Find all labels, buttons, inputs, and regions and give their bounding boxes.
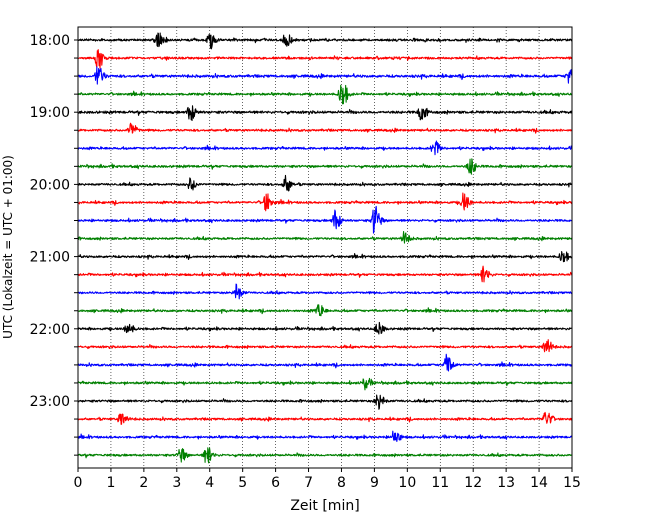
y-tick-label: 18:00 — [30, 33, 70, 49]
trace-row-15 — [77, 304, 573, 317]
x-tick-label: 11 — [431, 475, 449, 491]
trace-row-23 — [77, 447, 573, 464]
x-tick-label: 1 — [106, 475, 115, 491]
x-tick-label: 10 — [398, 475, 416, 491]
x-tick-label: 9 — [370, 475, 379, 491]
trace-row-2 — [77, 66, 573, 85]
x-tick-label: 12 — [464, 475, 482, 491]
x-tick-label: 15 — [563, 475, 581, 491]
trace-row-16 — [77, 321, 573, 335]
x-tick-label: 4 — [205, 475, 214, 491]
trace-row-1 — [77, 49, 573, 69]
trace-row-21 — [77, 411, 573, 425]
x-tick-label: 7 — [304, 475, 313, 491]
x-axis-label: Zeit [min] — [290, 498, 359, 514]
plot-frame — [77, 26, 573, 469]
x-tick-label: 5 — [238, 475, 247, 491]
x-tick-label: 14 — [530, 475, 548, 491]
trace-row-13 — [77, 265, 573, 283]
trace-row-20 — [77, 394, 573, 410]
trace-row-10 — [77, 205, 573, 234]
trace-row-9 — [77, 192, 573, 212]
trace-row-11 — [77, 231, 573, 244]
trace-row-5 — [77, 122, 573, 134]
x-tick-label: 6 — [271, 475, 280, 491]
x-tick-label: 8 — [337, 475, 346, 491]
y-tick-label: 21:00 — [30, 250, 70, 266]
trace-row-12 — [77, 251, 573, 263]
x-tick-label: 3 — [172, 475, 181, 491]
trace-row-17 — [77, 339, 573, 353]
trace-row-6 — [77, 140, 573, 156]
x-tick-label: 0 — [74, 475, 83, 491]
x-tick-label: 2 — [139, 475, 148, 491]
y-tick-label: 23:00 — [30, 394, 70, 410]
seismogram-traces — [77, 32, 573, 464]
trace-row-18 — [77, 353, 573, 372]
trace-row-4 — [77, 105, 573, 121]
x-axis-ticks: 0 1 2 3 4 5 6 7 8 9 10 11 12 13 14 15 — [74, 468, 581, 491]
trace-row-19 — [77, 377, 573, 391]
y-tick-label: 22:00 — [30, 322, 70, 338]
trace-row-7 — [77, 158, 573, 175]
trace-row-22 — [77, 430, 573, 443]
trace-row-0 — [77, 32, 573, 50]
y-tick-label: 20:00 — [30, 177, 70, 193]
trace-row-8 — [77, 174, 573, 192]
y-tick-label: 19:00 — [30, 105, 70, 121]
x-tick-label: 13 — [497, 475, 515, 491]
y-axis-label: UTC (Lokalzeit = UTC + 01:00) — [1, 155, 15, 339]
trace-row-14 — [77, 283, 573, 300]
y-axis-ticks: 18:00 19:00 20:00 21:00 22:00 23:00 — [30, 33, 78, 456]
trace-row-3 — [77, 84, 573, 105]
